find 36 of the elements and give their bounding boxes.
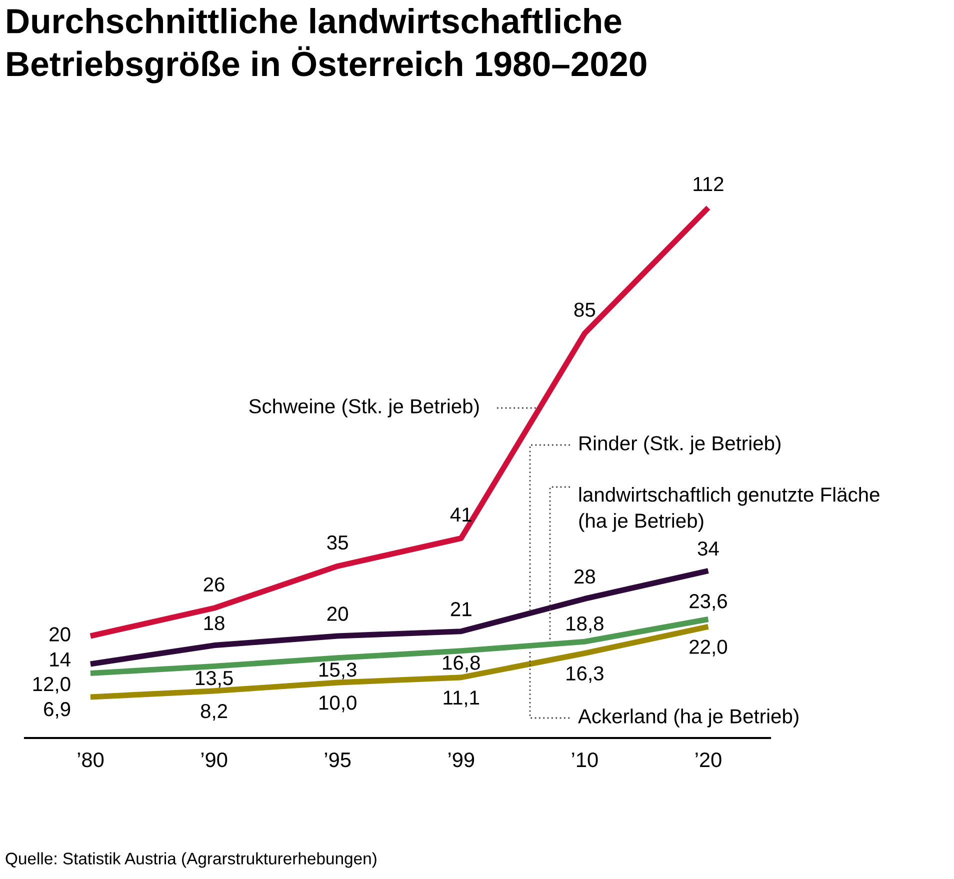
data-label: 16,8 [443, 656, 480, 672]
data-label: 8,2 [200, 704, 228, 721]
data-label: 20 [327, 606, 348, 621]
text: Schweine (Stk. je Betrieb) [249, 398, 479, 418]
source-note: Quelle: Statistik Austria (Agrarstrukturerhebungen) [6, 852, 376, 868]
data-label: 28 [574, 569, 595, 584]
data-label: 16,3 [566, 666, 604, 683]
x-tick-label: ’90 [201, 752, 228, 768]
data-label: 18 [204, 616, 224, 630]
data-label: 85 [574, 302, 596, 317]
x-tick-label: ’80 [78, 752, 104, 768]
chart-title: Durchschnittliche landwirtschaftliche Betriebsgröße in Österreich 1980–2020 [7, 8, 646, 84]
data-label: 112 [694, 176, 724, 191]
text: Ackerland (ha je Betrieb) [578, 708, 798, 728]
data-label: 20 [50, 627, 70, 642]
data-label: 14 [50, 652, 70, 666]
text: Rinder (Stk. je Betrieb) [580, 436, 780, 454]
x-tick-label: ’99 [448, 752, 474, 768]
x-tick-label: ’95 [324, 752, 351, 768]
data-label: 6,9 [44, 702, 70, 719]
data-label: 26 [204, 577, 224, 592]
x-tick-label: ’20 [696, 752, 722, 768]
data-label: 15,3 [320, 662, 356, 680]
data-label: 22,0 [690, 640, 728, 656]
data-label: 23,6 [690, 594, 727, 611]
data-label: 11,1 [444, 690, 479, 708]
data-label: 21 [450, 602, 472, 616]
x-tick-label: ’10 [572, 752, 598, 768]
data-label: 10,0 [320, 696, 356, 712]
data-label: 34 [698, 541, 719, 556]
data-label: 35 [327, 535, 348, 550]
data-label: 18,8 [566, 616, 604, 634]
text: landwirtschaftlich genutzte Fläche (ha je Betrieb) [579, 487, 880, 532]
data-label: 12,0 [33, 676, 70, 694]
data-label: 13,5 [196, 670, 233, 688]
data-label: 41 [450, 508, 472, 522]
